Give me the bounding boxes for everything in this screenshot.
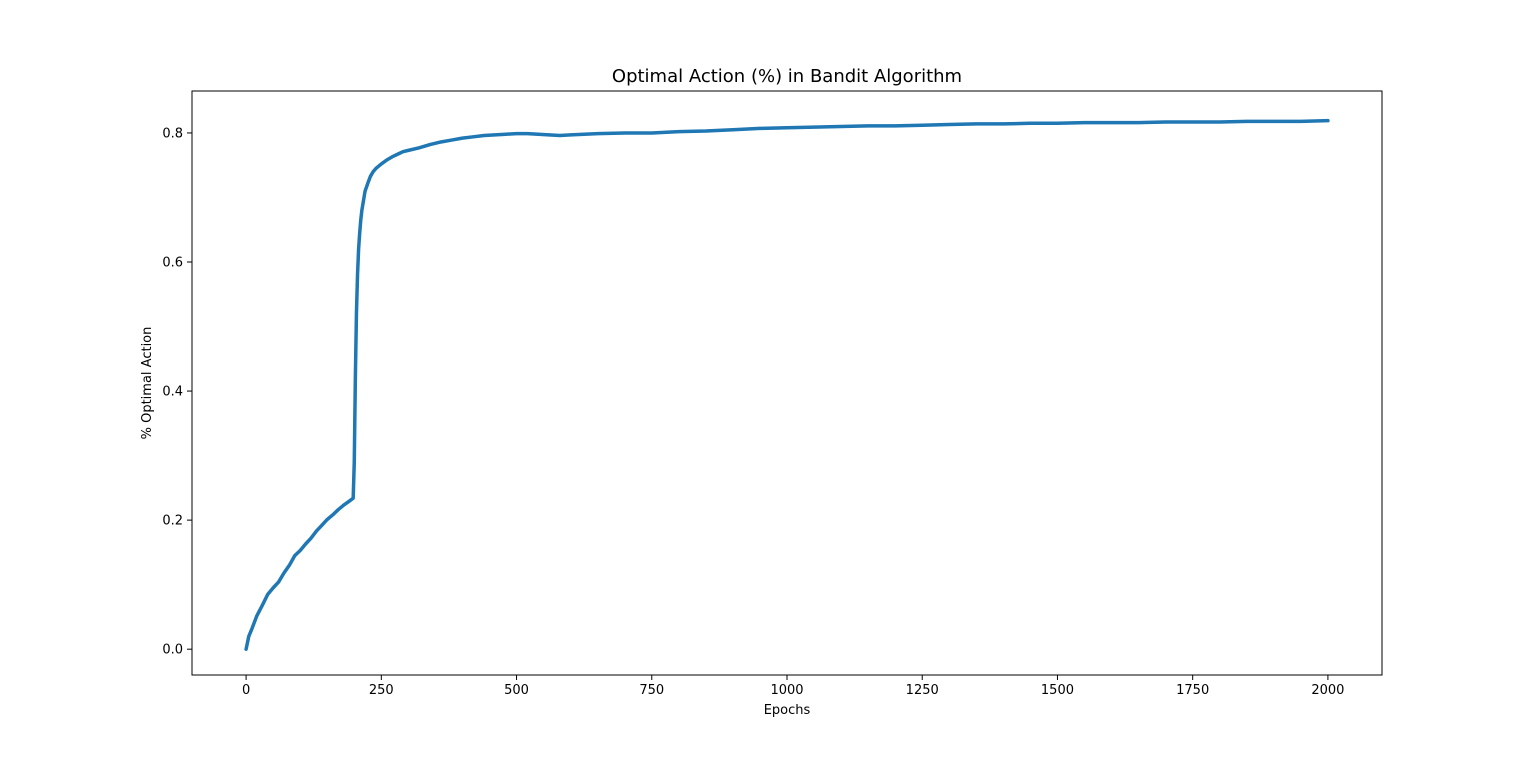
x-tick-label: 1750	[1176, 683, 1209, 698]
x-tick-label: 0	[242, 683, 250, 698]
x-tick-label: 2000	[1311, 683, 1344, 698]
y-tick-label: 0.0	[162, 643, 183, 658]
y-tick-label: 0.6	[162, 256, 183, 271]
plot-area	[244, 118, 1330, 651]
x-tick-label: 750	[639, 683, 664, 698]
chart-title: Optimal Action (%) in Bandit Algorithm	[612, 66, 962, 87]
x-tick-label: 250	[369, 683, 394, 698]
y-tick-label: 0.4	[162, 385, 183, 400]
series-line	[244, 118, 1330, 651]
x-tick-label: 1500	[1041, 683, 1074, 698]
y-axis-label: % Optimal Action	[140, 327, 155, 440]
x-axis-label: Epochs	[764, 703, 811, 718]
x-axis: 0 250 500 750 1000 1250 1500 1750 2000	[242, 675, 1344, 698]
x-tick-label: 1000	[770, 683, 803, 698]
y-tick-label: 0.2	[162, 514, 183, 529]
y-axis: 0.0 0.2 0.4 0.6 0.8	[162, 126, 192, 658]
y-tick-label: 0.8	[162, 126, 183, 141]
x-tick-label: 500	[504, 683, 529, 698]
x-tick-label: 1250	[906, 683, 939, 698]
